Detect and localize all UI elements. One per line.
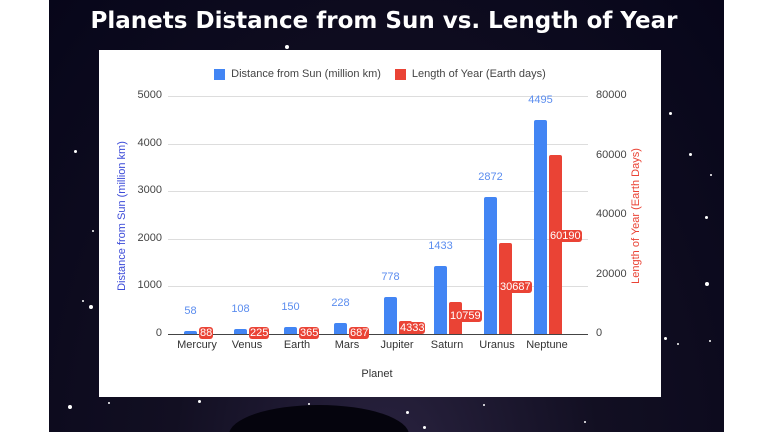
data-label-distance: 150: [281, 300, 300, 313]
legend-swatch-blue-icon: [214, 68, 226, 80]
data-label-year: 687: [349, 327, 370, 339]
x-category-uranus: Uranus: [479, 339, 515, 351]
bar-distance-mars[interactable]: [334, 323, 347, 334]
star: [92, 230, 94, 232]
x-axis-baseline: [168, 334, 588, 335]
data-label-year: 88: [199, 327, 214, 339]
bar-distance-mercury[interactable]: [184, 331, 197, 334]
bar-distance-venus[interactable]: [234, 328, 247, 334]
data-label-distance: 108: [231, 302, 250, 315]
star: [198, 400, 201, 403]
y-tick-left: 4000: [137, 136, 162, 149]
x-category-earth: Earth: [283, 339, 311, 351]
star: [705, 282, 709, 286]
x-category-mars: Mars: [334, 339, 360, 351]
star: [483, 404, 485, 406]
legend-item-year[interactable]: Length of Year (Earth days): [394, 68, 546, 80]
data-label-year: 365: [299, 327, 320, 339]
star: [669, 112, 672, 115]
y-tick-right: 0: [596, 327, 603, 339]
star: [308, 403, 310, 405]
legend-label: Distance from Sun (million km): [231, 68, 381, 80]
star: [677, 343, 679, 345]
y-tick-right: 60000: [596, 148, 627, 161]
mountain-silhouette: [229, 405, 409, 432]
plot-area: 0 1000 2000 3000 4000 5000 0 20000 40000 60000 800…: [99, 50, 661, 397]
bar-distance-neptune[interactable]: [534, 120, 547, 334]
data-label-year: 10759: [449, 309, 482, 322]
data-label-year: 30687: [499, 281, 532, 294]
page-title: Planets Distance from Sun vs. Length of …: [90, 8, 678, 34]
star: [664, 337, 667, 340]
data-label-year: 60190: [549, 230, 582, 243]
bar-distance-uranus[interactable]: [484, 197, 497, 334]
data-label-distance: 1433: [428, 239, 453, 252]
star: [82, 300, 84, 302]
star: [423, 426, 426, 429]
chart-legend: Distance from Sun (million km) Length of…: [99, 68, 661, 80]
legend-swatch-red-icon: [394, 68, 406, 80]
star: [68, 405, 72, 409]
y-axis-title-right: Length of Year (Earth Days): [630, 148, 642, 284]
y-tick-right: 40000: [596, 208, 627, 220]
star: [406, 411, 409, 414]
y-tick-right: 80000: [596, 89, 627, 101]
bar-distance-saturn[interactable]: [434, 265, 447, 334]
bar-distance-jupiter[interactable]: [384, 296, 397, 334]
x-category-neptune: Neptune: [526, 339, 568, 351]
star: [89, 305, 93, 309]
gridline: [168, 238, 588, 240]
x-category-venus: Venus: [231, 339, 263, 351]
star: [224, 12, 226, 14]
gridline: [168, 96, 588, 97]
star: [689, 153, 692, 156]
bar-distance-earth[interactable]: [284, 326, 297, 334]
y-tick-left: 3000: [137, 184, 162, 197]
star: [285, 45, 289, 49]
x-category-saturn: Saturn: [430, 339, 464, 351]
bar-year-neptune[interactable]: [549, 154, 562, 334]
star: [709, 340, 711, 342]
y-tick-left: 1000: [137, 279, 162, 292]
data-label-year: 225: [249, 327, 270, 339]
star: [710, 174, 712, 176]
data-label-distance: 778: [381, 270, 400, 283]
legend-item-distance[interactable]: Distance from Sun (million km): [214, 68, 381, 80]
star: [705, 216, 708, 219]
gridline: [168, 286, 588, 288]
data-label-distance: 4495: [528, 94, 553, 107]
data-label-distance: 58: [184, 305, 197, 318]
chart-card: Distance from Sun (million km) Length of…: [99, 50, 661, 397]
legend-label: Length of Year (Earth days): [411, 68, 546, 80]
data-label-distance: 2872: [478, 171, 503, 184]
y-tick-left: 2000: [137, 231, 162, 244]
y-tick-right: 20000: [596, 267, 627, 280]
star: [108, 402, 110, 404]
star: [584, 421, 586, 423]
data-label-distance: 228: [331, 297, 350, 310]
x-category-jupiter: Jupiter: [380, 339, 414, 351]
y-tick-left: 0: [155, 327, 162, 339]
x-axis-title: Planet: [361, 368, 393, 380]
star: [74, 150, 77, 153]
y-axis-title-left: Distance from Sun (million km): [116, 141, 128, 291]
y-tick-left: 5000: [137, 89, 162, 101]
x-category-mercury: Mercury: [177, 339, 217, 351]
data-label-year: 4333: [399, 322, 426, 334]
gridline: [168, 191, 588, 193]
gridline: [168, 143, 588, 145]
